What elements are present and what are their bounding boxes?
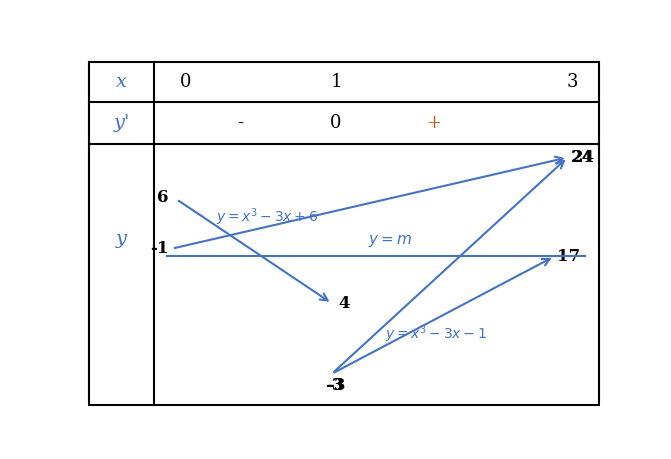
Text: y': y': [113, 114, 130, 132]
Text: 4: 4: [338, 295, 350, 312]
Text: 0: 0: [330, 114, 342, 132]
Text: 17: 17: [558, 248, 580, 265]
Text: -: -: [237, 114, 243, 132]
Text: 24: 24: [572, 149, 595, 166]
Text: 1: 1: [330, 73, 342, 91]
Text: 24: 24: [571, 149, 594, 166]
Text: $y = x^3 - 3x + 6$: $y = x^3 - 3x + 6$: [216, 207, 319, 228]
Text: $y = m$: $y = m$: [368, 233, 412, 249]
Text: y: y: [116, 230, 127, 248]
Text: -3: -3: [325, 377, 344, 394]
Text: -1: -1: [150, 240, 168, 257]
Text: 3: 3: [567, 73, 578, 91]
Text: x: x: [116, 73, 127, 91]
Text: -3: -3: [327, 377, 346, 394]
Text: +: +: [426, 114, 441, 132]
Text: $y = x^3 - 3x - 1$: $y = x^3 - 3x - 1$: [385, 324, 487, 346]
Text: 0: 0: [180, 73, 191, 91]
Text: 6: 6: [157, 189, 168, 206]
